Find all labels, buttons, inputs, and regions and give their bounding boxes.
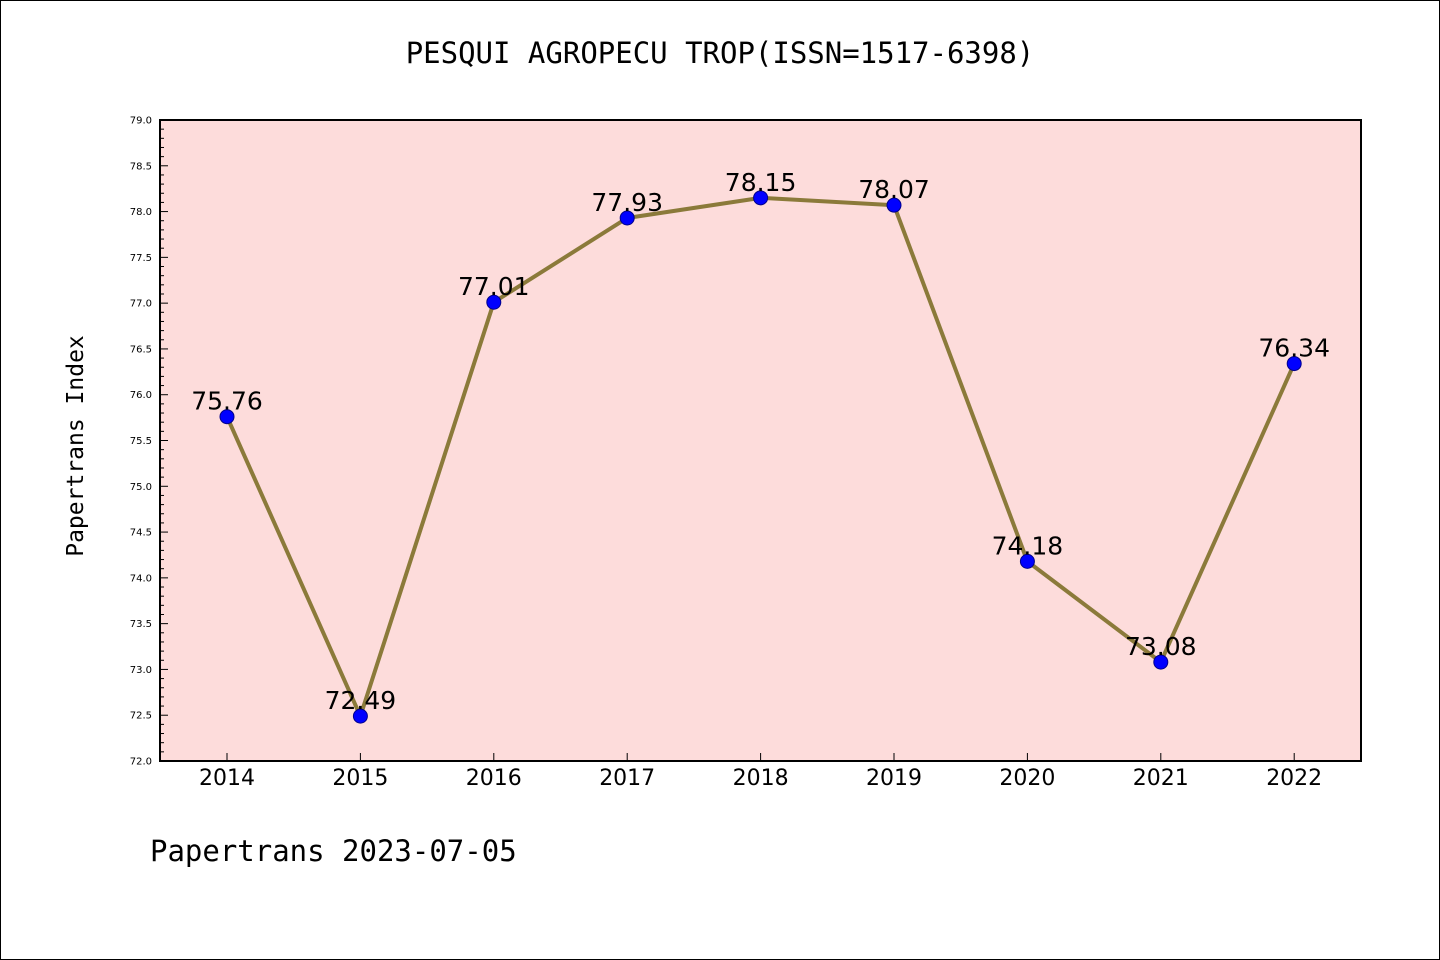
data-point [352,708,368,724]
data-point [886,197,902,213]
data-label: 75.76 [191,387,263,416]
x-tick-label: 2015 [332,766,388,791]
data-label: 78.15 [725,168,797,197]
x-tick-label: 2021 [1133,766,1189,791]
data-point [486,294,502,310]
x-tick-label: 2022 [1266,766,1322,791]
y-tick-label: 74.0 [130,573,152,584]
data-label: 77.93 [591,188,663,217]
data-label: 73.08 [1125,632,1197,661]
x-axis-ticks: 2014 2015 2016 2017 2018 2019 2020 2021 2022 [199,753,1322,791]
y-tick-label: 73.0 [130,665,152,676]
y-axis-ticks: 72.0 72.5 73.0 73.5 74.0 74.5 75.0 75.5 76.0 76.5… [130,116,168,768]
footer-note: Papertrans 2023-07-05 [150,834,517,868]
y-tick-label: 72.0 [130,757,152,768]
y-tick-label: 79.0 [130,116,152,127]
data-labels-group: 75.76 72.49 77.01 77.93 78.15 78.07 74.18 73.08… [191,168,1330,715]
data-label: 74.18 [992,531,1064,560]
y-tick-label: 72.5 [130,711,152,722]
x-tick-label: 2017 [599,766,655,791]
y-tick-label: 78.0 [130,207,152,218]
y-tick-label: 78.5 [130,161,152,172]
data-label: 72.49 [325,686,397,715]
data-point [753,190,769,206]
y-tick-label: 76.5 [130,344,152,355]
data-label: 77.01 [458,272,530,301]
x-tick-label: 2020 [999,766,1055,791]
y-tick-label: 74.5 [130,528,152,539]
chart-title: PESQUI AGROPECU TROP(ISSN=1517-6398) [405,36,1035,70]
y-tick-label: 76.0 [130,390,152,401]
series-line-group [219,190,1302,724]
x-tick-label: 2016 [466,766,522,791]
data-point [1019,553,1035,569]
data-label: 78.07 [858,175,930,204]
y-tick-label: 77.0 [130,299,152,310]
x-tick-label: 2019 [866,766,922,791]
y-tick-label: 77.5 [130,253,152,264]
y-tick-label: 75.0 [130,482,152,493]
x-tick-label: 2018 [733,766,789,791]
y-tick-label: 75.5 [130,436,152,447]
plot-area [159,119,1362,762]
x-tick-label: 2014 [199,766,255,791]
data-point [619,210,635,226]
data-point [1153,654,1169,670]
data-label: 76.34 [1258,334,1330,363]
data-point [219,409,235,425]
y-tick-label: 73.5 [130,619,152,630]
data-point [1286,356,1302,372]
